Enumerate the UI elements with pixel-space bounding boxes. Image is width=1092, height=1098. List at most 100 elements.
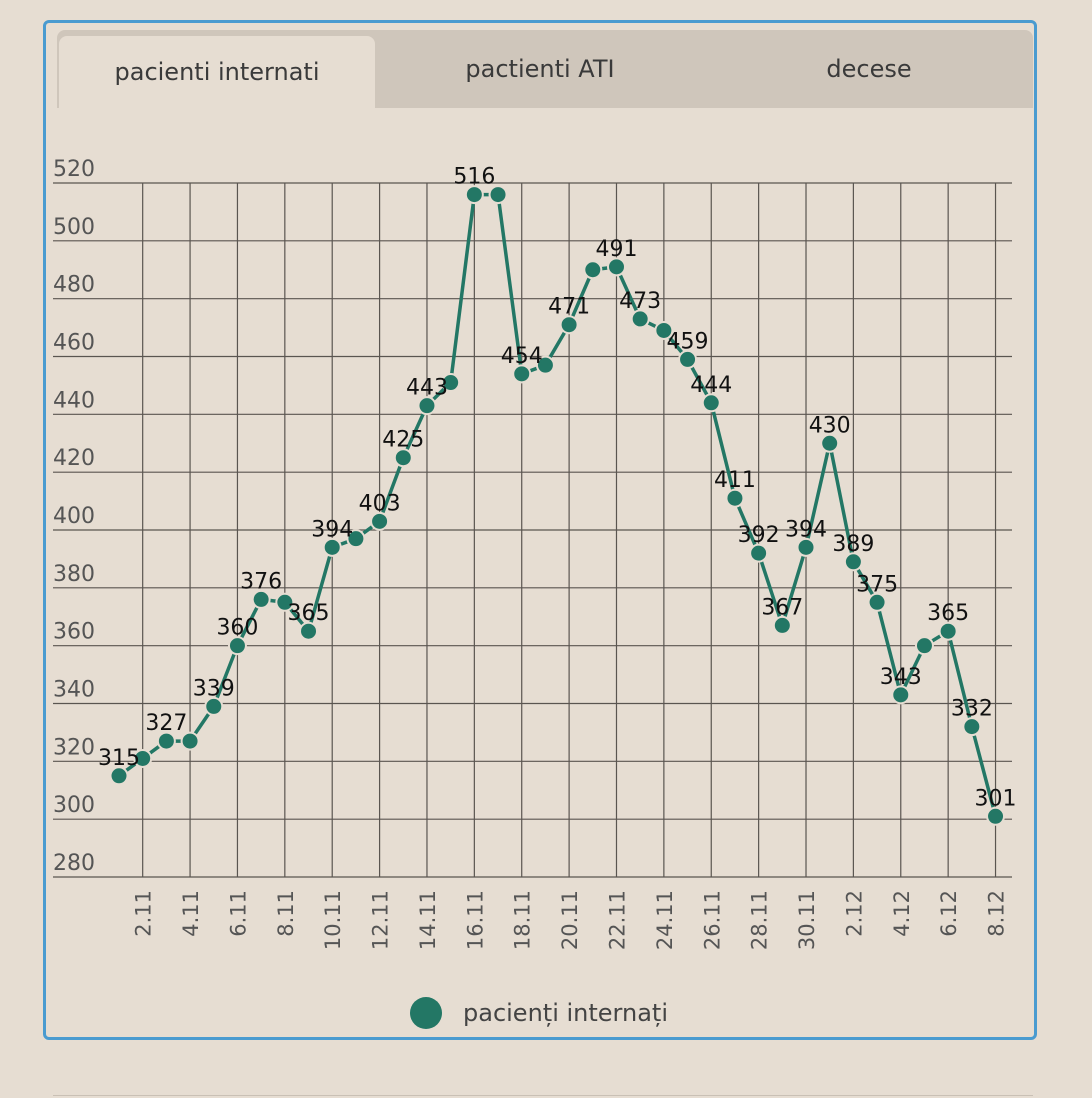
data-point: [914, 636, 934, 656]
data-label: 394: [785, 517, 827, 542]
x-tick-label: 8.11: [274, 890, 298, 937]
data-point: [772, 615, 792, 635]
data-label: 365: [288, 601, 330, 626]
y-tick-label: 520: [53, 157, 95, 182]
data-label: 301: [975, 786, 1017, 811]
tab-pacienti-ati[interactable]: pactienti ATI: [465, 55, 615, 83]
y-tick-label: 280: [53, 851, 95, 876]
data-point: [180, 731, 200, 751]
data-label: 394: [311, 517, 353, 542]
data-label: 454: [501, 344, 543, 369]
data-point: [512, 364, 532, 384]
x-tick-label: 12.11: [369, 890, 393, 950]
x-tick-label: 18.11: [511, 890, 535, 950]
x-tick-label: 6.12: [937, 890, 961, 937]
x-tick-label: 28.11: [748, 890, 772, 950]
x-tick-label: 2.11: [132, 890, 156, 937]
data-point: [441, 373, 461, 393]
y-tick-label: 420: [53, 446, 95, 471]
data-point: [299, 621, 319, 641]
data-label: 459: [667, 329, 709, 354]
x-tick-label: 24.11: [653, 890, 677, 950]
x-tick-label: 4.11: [179, 890, 203, 937]
x-tick-label: 16.11: [463, 890, 487, 950]
data-point: [962, 717, 982, 737]
data-label: 375: [856, 572, 898, 597]
tab-decese[interactable]: decese: [826, 55, 912, 83]
data-point: [820, 433, 840, 453]
x-tick-label: 22.11: [605, 890, 629, 950]
data-point: [535, 355, 555, 375]
y-tick-label: 440: [53, 388, 95, 413]
x-tick-label: 30.11: [795, 890, 819, 950]
data-point: [583, 260, 603, 280]
data-label: 425: [382, 428, 424, 453]
x-tick-label: 8.12: [985, 890, 1009, 937]
data-label: 411: [714, 468, 756, 493]
data-point: [417, 396, 437, 416]
data-label: 360: [216, 616, 258, 641]
data-label: 332: [951, 697, 993, 722]
data-point: [701, 393, 721, 413]
data-label: 430: [809, 413, 851, 438]
x-tick-label: 6.11: [226, 890, 250, 937]
data-label: 471: [548, 295, 590, 320]
data-label: 376: [240, 569, 282, 594]
chart-legend[interactable]: pacienți internați: [410, 997, 668, 1029]
data-point: [654, 320, 674, 340]
tab-pacienti-internati[interactable]: pacienti internati: [59, 36, 375, 108]
data-label: 367: [761, 595, 803, 620]
data-label: 403: [359, 491, 401, 516]
data-label: 365: [927, 601, 969, 626]
data-label: 516: [453, 165, 495, 190]
legend-marker: [410, 997, 442, 1029]
x-tick-label: 10.11: [321, 890, 345, 950]
data-point: [843, 552, 863, 572]
data-point: [867, 592, 887, 612]
y-tick-label: 300: [53, 793, 95, 818]
x-tick-label: 14.11: [416, 890, 440, 950]
y-tick-label: 500: [53, 215, 95, 240]
data-point: [630, 309, 650, 329]
data-point: [156, 731, 176, 751]
data-point: [796, 537, 816, 557]
data-point: [204, 696, 224, 716]
data-label: 339: [193, 676, 235, 701]
data-point: [725, 488, 745, 508]
tab-bar: pacienti internati pactienti ATI decese: [57, 30, 1033, 108]
y-tick-label: 340: [53, 678, 95, 703]
data-point: [749, 543, 769, 563]
data-point: [346, 529, 366, 549]
y-tick-label: 380: [53, 562, 95, 587]
data-label: 343: [880, 665, 922, 690]
y-tick-label: 400: [53, 504, 95, 529]
data-point: [559, 315, 579, 335]
legend-label: pacienți internați: [463, 999, 668, 1027]
data-point: [393, 448, 413, 468]
data-point: [678, 349, 698, 369]
data-point: [133, 748, 153, 768]
data-point: [322, 537, 342, 557]
data-point: [251, 589, 271, 609]
y-tick-label: 320: [53, 735, 95, 760]
data-point: [109, 766, 129, 786]
data-label: 327: [145, 711, 187, 736]
data-point: [986, 806, 1006, 826]
data-point: [370, 511, 390, 531]
y-tick-label: 480: [53, 273, 95, 298]
data-point: [227, 636, 247, 656]
y-tick-label: 360: [53, 620, 95, 645]
data-point: [464, 185, 484, 205]
bottom-divider: [53, 1095, 1033, 1096]
data-label: 315: [98, 746, 140, 771]
data-label: 473: [619, 289, 661, 314]
data-point: [488, 185, 508, 205]
data-point: [938, 621, 958, 641]
data-point: [275, 592, 295, 612]
y-tick-label: 460: [53, 331, 95, 356]
data-label: 389: [832, 532, 874, 557]
data-label: 392: [738, 523, 780, 548]
x-tick-label: 20.11: [558, 890, 582, 950]
x-tick-label: 26.11: [700, 890, 724, 950]
